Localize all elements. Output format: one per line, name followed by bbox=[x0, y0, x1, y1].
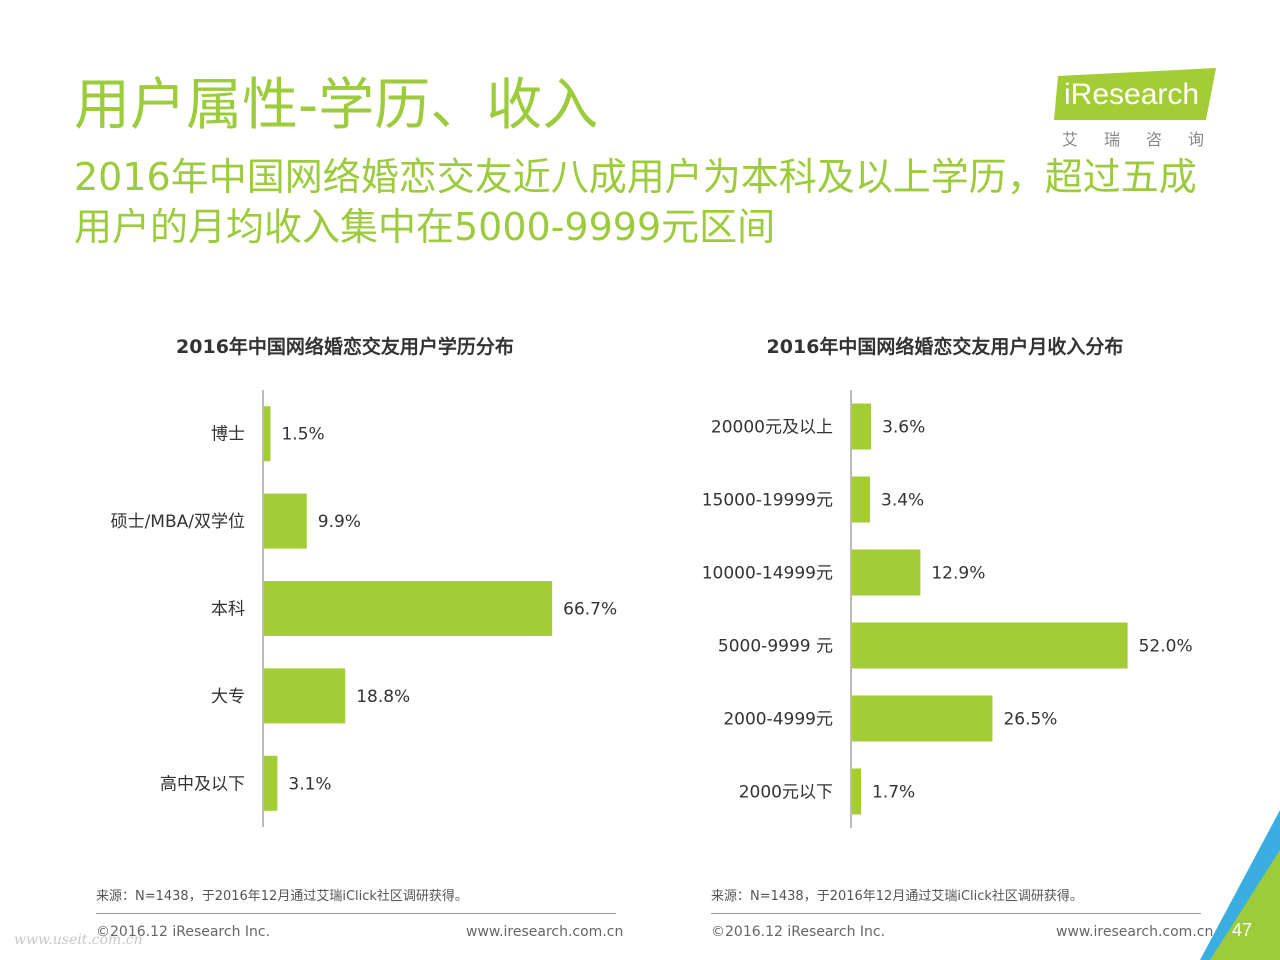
income-value-label: 52.0% bbox=[1139, 637, 1193, 657]
education-bar bbox=[264, 493, 307, 549]
income-bar bbox=[852, 622, 1128, 669]
footer-divider-left bbox=[96, 913, 616, 914]
income-value-label: 3.4% bbox=[881, 491, 924, 511]
watermark-text: www.useit.com.cn bbox=[14, 932, 143, 948]
education-category-label: 大专 bbox=[211, 687, 245, 707]
income-bar-chart: 20000元及以上 3.6% 15000-19999元 3.4% 10000-14999… bbox=[702, 390, 1193, 828]
education-value-label: 18.8% bbox=[356, 687, 410, 707]
iresearch-logo: iResearch 艾瑞咨询 bbox=[1050, 66, 1230, 156]
page-subtitle: 2016年中国网络婚恋交友近八成用户为本科及以上学历，超过五成用户的月均收入集中… bbox=[74, 155, 1197, 249]
education-value-label: 66.7% bbox=[563, 600, 617, 620]
source-note-right: 来源：N=1438，于2016年12月通过艾瑞iClick社区调研获得。 bbox=[711, 889, 1083, 904]
education-category-label: 硕士/MBA/双学位 bbox=[111, 512, 245, 532]
logo-text: iResearch bbox=[1064, 78, 1200, 111]
website-link-left[interactable]: www.iresearch.com.cn bbox=[466, 924, 624, 940]
income-category-label: 15000-19999元 bbox=[702, 491, 833, 511]
corner-decoration bbox=[1200, 810, 1280, 960]
copyright-right: ©2016.12 iResearch Inc. bbox=[711, 924, 886, 940]
education-bar bbox=[264, 755, 278, 811]
income-value-label: 26.5% bbox=[1003, 710, 1057, 730]
chart-title-education: 2016年中国网络婚恋交友用户学历分布 bbox=[176, 336, 514, 358]
education-bar bbox=[264, 406, 271, 462]
footer-divider-right bbox=[711, 913, 1201, 914]
income-category-label: 2000元以下 bbox=[739, 783, 833, 803]
income-bar bbox=[852, 549, 921, 596]
education-category-label: 本科 bbox=[211, 600, 245, 620]
source-note-left: 来源：N=1438，于2016年12月通过艾瑞iClick社区调研获得。 bbox=[96, 889, 468, 904]
income-category-label: 2000-4999元 bbox=[723, 710, 833, 730]
income-category-label: 20000元及以上 bbox=[711, 418, 833, 438]
page-number: 47 bbox=[1232, 920, 1253, 940]
logo-subtext: 艾瑞咨询 bbox=[1062, 130, 1231, 149]
page-title: 用户属性-学历、收入 bbox=[74, 73, 599, 138]
copyright-left: ©2016.12 iResearch Inc. bbox=[96, 924, 271, 940]
income-category-label: 10000-14999元 bbox=[702, 564, 833, 584]
logo-badge-shape bbox=[1054, 68, 1216, 120]
income-bar bbox=[852, 403, 872, 450]
website-link-right[interactable]: www.iresearch.com.cn bbox=[1056, 924, 1214, 940]
income-value-label: 1.7% bbox=[872, 783, 915, 803]
chart-title-income: 2016年中国网络婚恋交友用户月收入分布 bbox=[766, 336, 1124, 358]
income-bar bbox=[852, 768, 862, 815]
income-bar bbox=[852, 476, 871, 523]
income-bar bbox=[852, 695, 993, 742]
education-bar bbox=[264, 668, 346, 724]
education-category-label: 高中及以下 bbox=[160, 774, 245, 794]
income-value-label: 12.9% bbox=[931, 564, 985, 584]
education-value-label: 9.9% bbox=[318, 512, 361, 532]
education-category-label: 博士 bbox=[211, 425, 245, 445]
education-value-label: 1.5% bbox=[281, 425, 324, 445]
education-bar bbox=[264, 581, 553, 636]
education-bar-chart: 博士 1.5% 硕士/MBA/双学位 9.9% 本科 66.7% 大专 18.8% 高中及以下 3… bbox=[111, 390, 617, 827]
income-category-label: 5000-9999 元 bbox=[718, 637, 833, 657]
income-value-label: 3.6% bbox=[882, 418, 925, 438]
education-value-label: 3.1% bbox=[288, 774, 331, 794]
